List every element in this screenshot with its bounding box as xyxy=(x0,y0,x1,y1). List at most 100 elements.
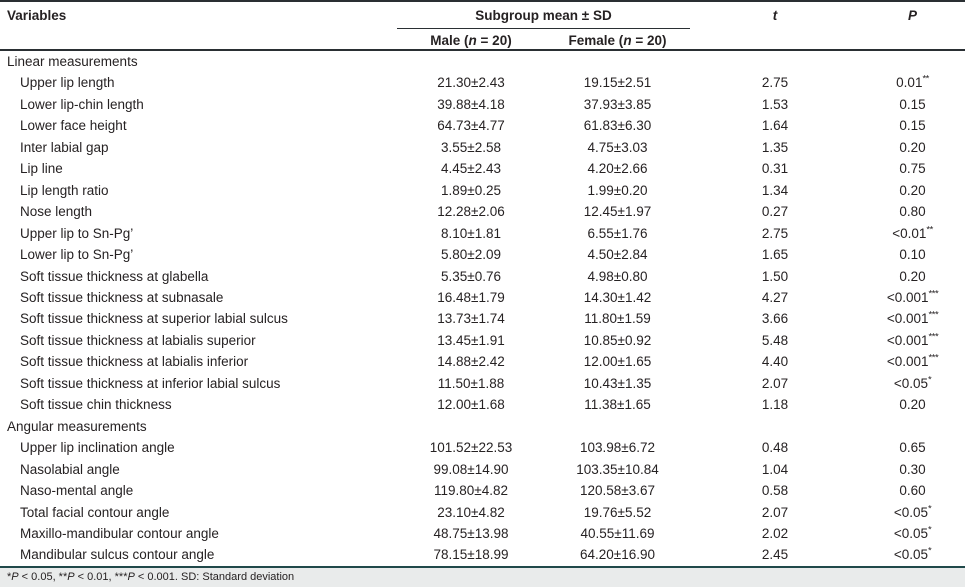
p-value: <0.05* xyxy=(860,544,965,565)
t-value: 2.02 xyxy=(761,525,789,541)
t-value: 1.04 xyxy=(761,461,789,477)
p-value-text: 0.75 xyxy=(899,161,926,177)
table-row: Upper lip to Sn-Pg’ 8.10±1.81 6.55±1.76 2.7… xyxy=(0,223,965,244)
footnote-p-italic: P xyxy=(67,571,75,583)
p-value-text: 0.01 xyxy=(896,75,923,91)
footnote-text-segment: < 0.001. SD: Standard deviation xyxy=(134,571,295,583)
t-value: 1.35 xyxy=(761,139,789,155)
t-value: 2.75 xyxy=(761,75,789,91)
section-header-row: Angular measurements xyxy=(0,416,965,437)
t-value: 0.27 xyxy=(761,204,789,220)
table-header: Variables Subgroup mean ± SD t P Male (n… xyxy=(0,1,965,51)
p-value-text: <0.01 xyxy=(892,225,927,241)
male-mean-sd: 23.10±4.82 xyxy=(437,504,505,520)
female-mean-sd: 61.83±6.30 xyxy=(583,118,652,134)
female-mean-sd: 37.93±3.85 xyxy=(583,96,652,112)
p-value: <0.001*** xyxy=(860,330,965,351)
p-value: 0.60 xyxy=(860,480,965,501)
table-row: Lip length ratio 1.89±0.25 1.99±0.20 1.34 0.… xyxy=(0,180,965,201)
table-row: Lower face height 64.73±4.77 61.83±6.30 1.6… xyxy=(0,115,965,136)
significance-stars: *** xyxy=(928,288,939,300)
p-value: <0.05* xyxy=(860,502,965,523)
female-n-italic: n xyxy=(623,32,632,48)
variable-name: Nasolabial angle xyxy=(20,461,120,477)
table-row: Nose length 12.28±2.06 12.45±1.97 0.27 0.80 xyxy=(0,201,965,222)
p-value: 0.20 xyxy=(860,266,965,287)
p-value-text: 0.20 xyxy=(899,182,926,198)
p-value-text: 0.20 xyxy=(899,139,926,155)
male-mean-sd: 13.73±1.74 xyxy=(437,311,505,327)
t-value: 1.18 xyxy=(761,397,789,413)
significance-stars: ** xyxy=(922,73,929,85)
t-label: t xyxy=(772,8,778,23)
female-mean-sd: 12.45±1.97 xyxy=(583,204,652,220)
significance-stars: *** xyxy=(928,331,939,343)
p-value-text: <0.05 xyxy=(893,547,928,563)
male-mean-sd: 99.08±14.90 xyxy=(433,461,509,477)
significance-stars: * xyxy=(928,503,932,515)
variable-name: Soft tissue thickness at inferior labial… xyxy=(20,375,281,391)
section-label: Angular measurements xyxy=(7,418,147,434)
p-value: 0.75 xyxy=(860,158,965,179)
variable-name: Mandibular sulcus contour angle xyxy=(20,547,215,563)
p-value-text: <0.001 xyxy=(886,332,929,348)
female-mean-sd: 4.98±0.80 xyxy=(587,268,648,284)
p-value: 0.80 xyxy=(860,201,965,222)
table-row: Maxillo-mandibular contour angle 48.75±13… xyxy=(0,523,965,544)
male-mean-sd: 1.89±0.25 xyxy=(441,182,501,198)
table-row: Soft tissue thickness at glabella 5.35±0.… xyxy=(0,266,965,287)
p-value: <0.05* xyxy=(860,523,965,544)
variable-name: Upper lip inclination angle xyxy=(20,440,175,456)
footnote-p-italic: P xyxy=(127,571,135,583)
p-value: <0.01** xyxy=(860,223,965,244)
p-value: 0.20 xyxy=(860,137,965,158)
table-row: Naso-mental angle 119.80±4.82 120.58±3.67 0… xyxy=(0,480,965,501)
female-mean-sd: 1.99±0.20 xyxy=(587,182,648,198)
p-value: 0.20 xyxy=(860,394,965,415)
table-row: Soft tissue thickness at subnasale 16.48±… xyxy=(0,287,965,308)
female-mean-sd: 19.15±2.51 xyxy=(583,75,652,91)
male-mean-sd: 48.75±13.98 xyxy=(433,525,509,541)
table-row: Inter labial gap 3.55±2.58 4.75±3.03 1.35 0.… xyxy=(0,137,965,158)
significance-stars: *** xyxy=(928,352,939,364)
table-row: Soft tissue thickness at labialis superi… xyxy=(0,330,965,351)
t-value: 2.07 xyxy=(761,375,789,391)
t-value: 2.75 xyxy=(761,225,789,241)
male-mean-sd: 13.45±1.91 xyxy=(437,332,505,348)
p-value: <0.05* xyxy=(860,373,965,394)
variable-name: Soft tissue thickness at superior labial… xyxy=(20,311,288,327)
female-mean-sd: 6.55±1.76 xyxy=(587,225,648,241)
variable-name: Upper lip length xyxy=(20,75,115,91)
section-label: Linear measurements xyxy=(7,54,138,69)
t-value: 3.66 xyxy=(761,311,789,327)
t-value: 1.50 xyxy=(761,268,789,284)
female-mean-sd: 4.20±2.66 xyxy=(587,161,648,177)
col-header-variables: Variables xyxy=(0,1,397,51)
table-row: Upper lip length 21.30±2.43 19.15±2.51 2.75… xyxy=(0,72,965,93)
t-value: 1.65 xyxy=(761,247,789,263)
col-header-subgroup-mean: Subgroup mean ± SD xyxy=(397,1,691,29)
footnote-text-segment: < 0.01, *** xyxy=(74,571,128,583)
col-header-male: Male (n = 20) xyxy=(397,28,545,51)
female-mean-sd: 11.80±1.59 xyxy=(584,311,651,327)
p-value-text: 0.20 xyxy=(899,268,926,284)
t-value: 5.48 xyxy=(761,332,789,348)
female-mean-sd: 120.58±3.67 xyxy=(580,483,655,499)
male-mean-sd: 8.10±1.81 xyxy=(441,225,501,241)
variable-name: Soft tissue thickness at subnasale xyxy=(20,289,224,305)
t-value: 1.53 xyxy=(761,96,789,112)
p-value: 0.30 xyxy=(860,459,965,480)
table-row: Upper lip inclination angle 101.52±22.53 1… xyxy=(0,437,965,458)
significance-stars: * xyxy=(928,374,932,386)
male-mean-sd: 119.80±4.82 xyxy=(434,483,508,499)
variable-name: Lower face height xyxy=(20,118,127,134)
significance-stars: *** xyxy=(928,309,939,321)
female-mean-sd: 4.50±2.84 xyxy=(587,247,648,263)
male-mean-sd: 12.28±2.06 xyxy=(437,204,505,220)
female-mean-sd: 4.75±3.03 xyxy=(587,139,648,155)
subgroup-mean-label: Subgroup mean ± SD xyxy=(475,8,612,23)
t-value: 1.34 xyxy=(761,182,789,198)
p-value: 0.10 xyxy=(860,244,965,265)
variable-name: Soft tissue thickness at glabella xyxy=(20,268,209,284)
p-value-text: 0.60 xyxy=(899,483,926,499)
